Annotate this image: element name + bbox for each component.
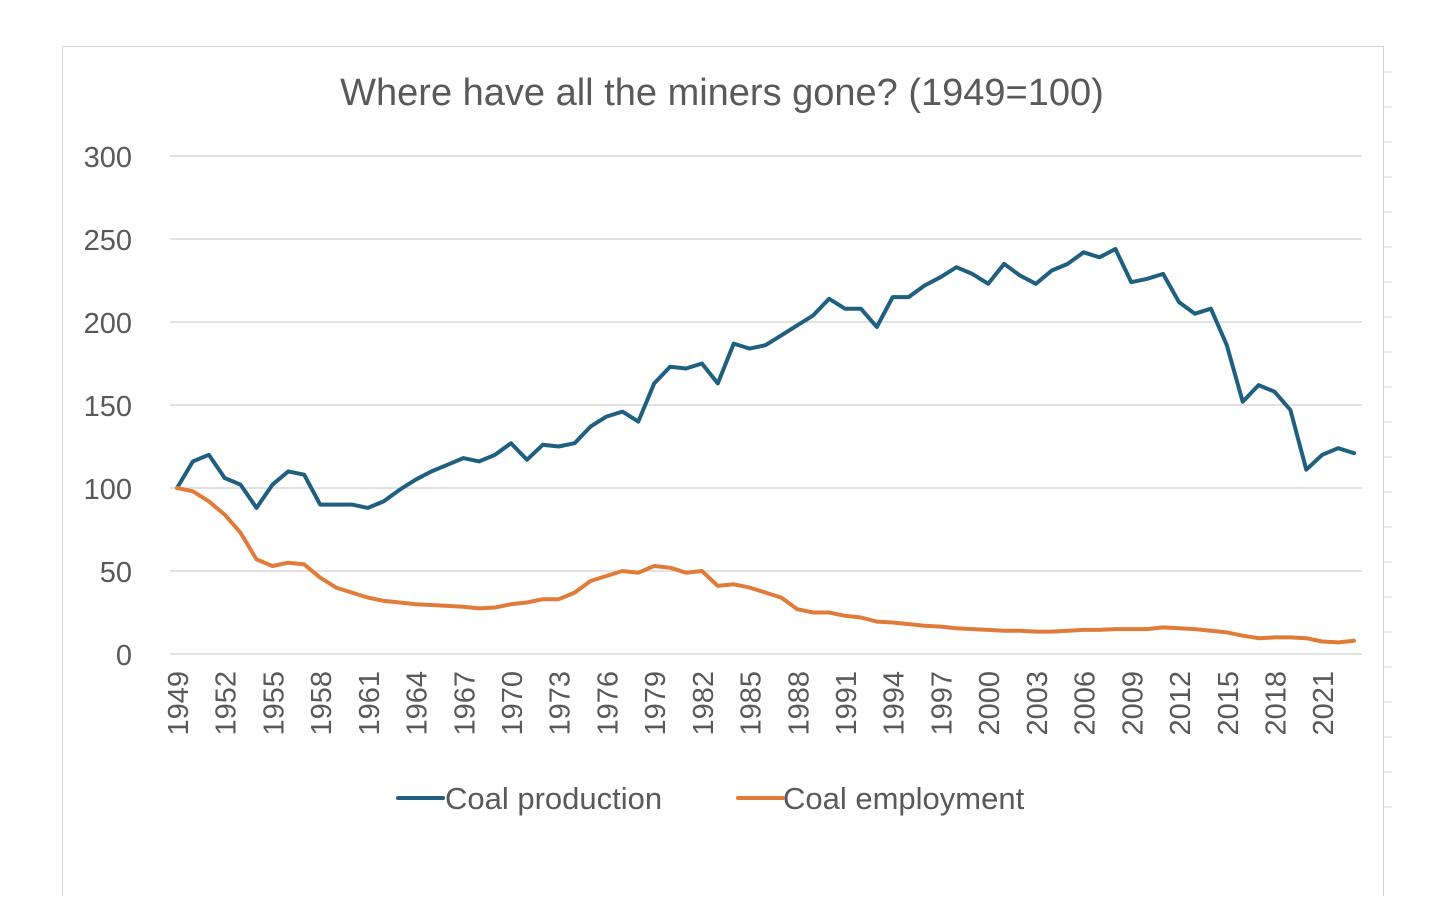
x-tick-label-2003: 2003 (1022, 671, 1054, 736)
x-tick-label-2000: 2000 (974, 671, 1006, 736)
y-tick-label-100: 100 (84, 474, 132, 506)
x-axis-tick-labels: 1949 1952 1955 1958 1961 1964 1967 1970 1973 1976… (163, 671, 1340, 736)
y-tick-label-0: 0 (116, 640, 132, 672)
series-line-coal-production (175, 247, 1356, 510)
x-tick-label-1952: 1952 (211, 671, 243, 736)
x-tick-label-2012: 2012 (1165, 671, 1197, 736)
chart-area (62, 46, 1384, 896)
x-tick-label-2018: 2018 (1260, 671, 1292, 736)
x-tick-label-1976: 1976 (592, 671, 624, 736)
x-tick-label-2009: 2009 (1117, 671, 1149, 736)
x-tick-label-1964: 1964 (402, 671, 434, 736)
series-line-coal-employment (175, 486, 1356, 645)
x-tick-label-1967: 1967 (449, 671, 481, 736)
legend: Coal production Coal employment (396, 781, 1025, 816)
series-lines (175, 247, 1356, 645)
x-tick-label-1949: 1949 (163, 671, 195, 736)
chart-title: Where have all the miners gone? (1949=10… (340, 72, 1104, 114)
x-tick-label-1955: 1955 (258, 671, 290, 736)
legend-label-coal-employment: Coal employment (783, 781, 1025, 816)
x-tick-label-1973: 1973 (545, 671, 577, 736)
x-tick-label-1982: 1982 (688, 671, 720, 736)
frame-tick-marks (1384, 71, 1392, 808)
x-tick-label-2021: 2021 (1308, 671, 1340, 736)
x-tick-label-1997: 1997 (926, 671, 958, 736)
x-tick-label-1988: 1988 (783, 671, 815, 736)
gridlines (170, 155, 1362, 655)
x-tick-label-2015: 2015 (1213, 671, 1245, 736)
x-tick-label-1991: 1991 (831, 671, 863, 736)
x-tick-label-2006: 2006 (1070, 671, 1102, 736)
x-tick-label-1970: 1970 (497, 671, 529, 736)
x-tick-label-1994: 1994 (879, 671, 911, 736)
x-tick-label-1958: 1958 (306, 671, 338, 736)
x-tick-label-1985: 1985 (736, 671, 768, 736)
y-tick-label-200: 200 (84, 308, 132, 340)
y-tick-label-150: 150 (84, 391, 132, 423)
y-tick-label-250: 250 (84, 225, 132, 257)
legend-label-coal-production: Coal production (445, 781, 662, 816)
x-tick-label-1961: 1961 (354, 671, 386, 736)
y-axis-tick-labels: 0 50 100 150 200 250 300 (84, 142, 132, 672)
y-tick-label-300: 300 (84, 142, 132, 174)
x-tick-label-1979: 1979 (640, 671, 672, 736)
y-tick-label-50: 50 (100, 557, 132, 589)
